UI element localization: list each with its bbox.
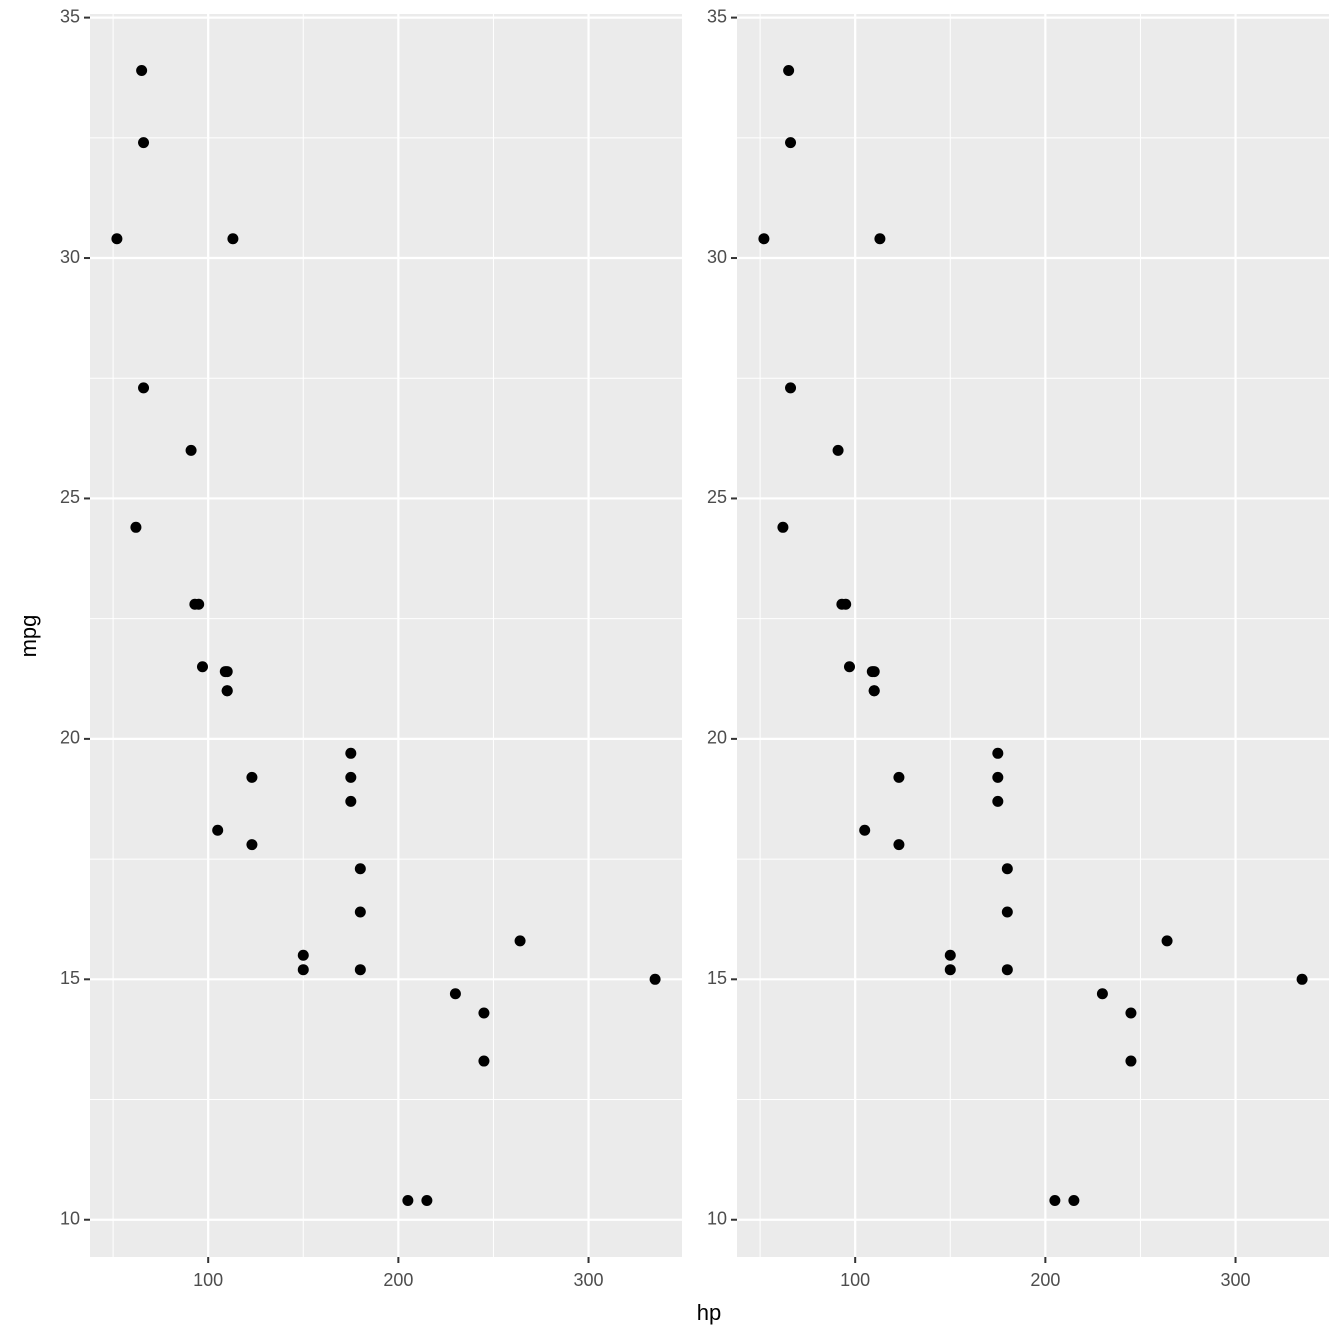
point	[345, 771, 357, 783]
x-axis-label: hp	[697, 1300, 721, 1325]
y-tick-label: 35	[60, 6, 80, 26]
y-tick-label: 35	[707, 6, 727, 26]
point	[1296, 973, 1308, 985]
point	[227, 233, 239, 245]
point	[136, 65, 148, 76]
point	[221, 685, 233, 697]
y-tick-label: 30	[60, 247, 80, 267]
point	[354, 863, 366, 875]
point	[196, 661, 208, 673]
point	[649, 973, 661, 985]
point	[354, 906, 366, 918]
point	[859, 824, 871, 836]
point	[478, 1007, 490, 1019]
point	[138, 137, 150, 149]
point	[866, 666, 878, 678]
point	[992, 771, 1004, 783]
point	[1125, 1055, 1137, 1067]
point	[840, 598, 852, 610]
point	[1001, 863, 1013, 875]
point	[345, 747, 357, 759]
point	[832, 444, 844, 456]
point	[868, 685, 880, 697]
point	[193, 598, 205, 610]
x-tick-label: 100	[193, 1270, 223, 1290]
point	[893, 771, 905, 783]
y-tick-label: 10	[707, 1208, 727, 1228]
point	[1125, 1007, 1137, 1019]
y-tick-label: 20	[60, 728, 80, 748]
point	[1096, 988, 1108, 1000]
y-tick-label: 25	[60, 487, 80, 507]
panel-background	[90, 14, 682, 1257]
point	[777, 521, 789, 533]
point	[874, 233, 886, 245]
x-tick-label: 200	[1030, 1270, 1060, 1290]
point	[893, 839, 905, 851]
point	[1001, 964, 1013, 976]
point	[843, 661, 855, 673]
x-tick-label: 300	[574, 1270, 604, 1290]
point	[402, 1195, 414, 1206]
point	[130, 521, 142, 533]
point	[354, 964, 366, 976]
point	[246, 839, 258, 851]
point	[1049, 1195, 1061, 1206]
point	[246, 771, 258, 783]
point	[1161, 935, 1173, 947]
y-tick-label: 10	[60, 1208, 80, 1228]
point	[185, 444, 197, 456]
point	[944, 949, 956, 961]
point	[138, 382, 150, 394]
y-tick-label: 30	[707, 247, 727, 267]
point	[212, 824, 224, 836]
point	[297, 949, 309, 961]
y-tick-label: 15	[707, 968, 727, 988]
y-axis-label: mpg	[16, 615, 41, 658]
y-tick-label: 15	[60, 968, 80, 988]
point	[421, 1195, 433, 1206]
point	[992, 747, 1004, 759]
point	[478, 1055, 490, 1067]
point	[1068, 1195, 1080, 1206]
y-tick-label: 25	[707, 487, 727, 507]
panel-background	[737, 14, 1329, 1257]
point	[297, 964, 309, 976]
x-tick-label: 200	[383, 1270, 413, 1290]
x-tick-label: 100	[840, 1270, 870, 1290]
point	[944, 964, 956, 976]
point	[992, 795, 1004, 807]
point	[758, 233, 770, 245]
point	[514, 935, 526, 947]
point	[785, 382, 797, 394]
point	[1001, 906, 1013, 918]
point	[111, 233, 123, 245]
point	[449, 988, 461, 1000]
x-tick-label: 300	[1221, 1270, 1251, 1290]
point	[345, 795, 357, 807]
y-tick-label: 20	[707, 728, 727, 748]
point	[783, 65, 795, 76]
point	[219, 666, 231, 678]
point	[785, 137, 797, 149]
